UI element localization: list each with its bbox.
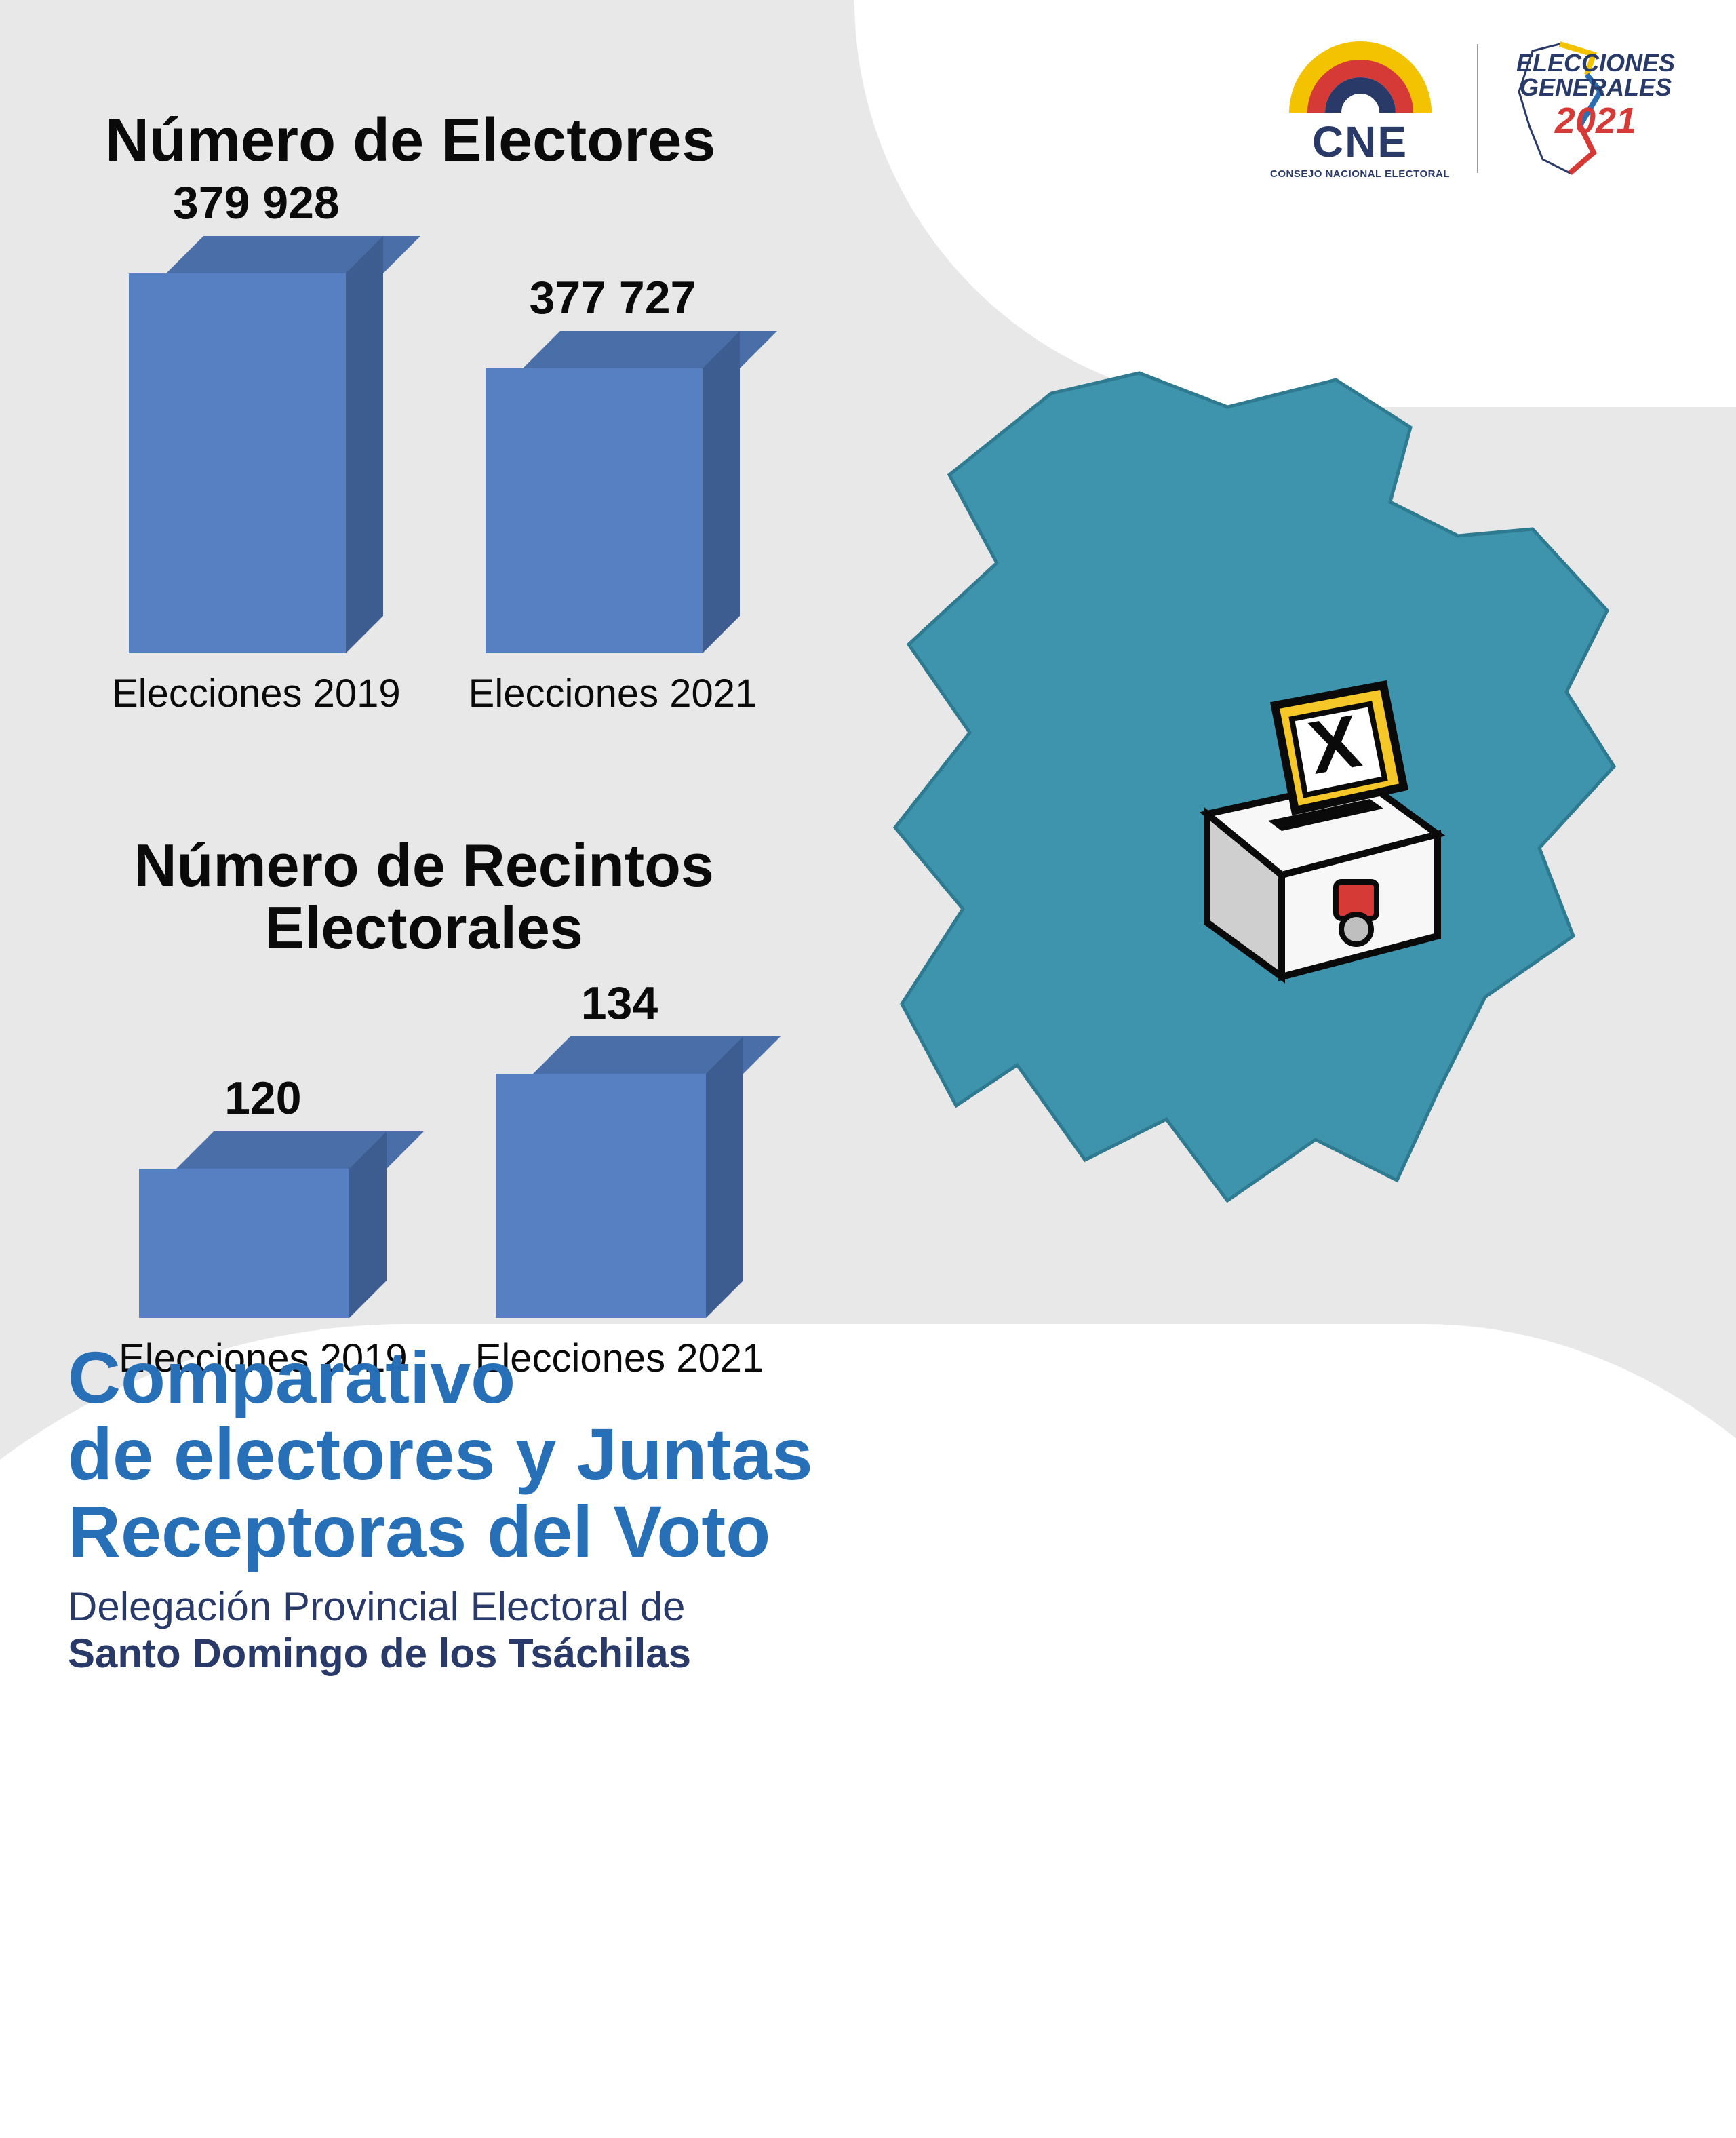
elecciones-logo-line1: ELECCIONES — [1516, 51, 1675, 75]
ballot-box-icon: X — [1166, 678, 1478, 990]
elecciones-logo: ELECCIONES GENERALES 2021 — [1505, 37, 1682, 180]
chart2: 120 Elecciones 2019 134 Elecciones 2021 — [119, 977, 764, 1381]
chart1-title: Número de Electores — [105, 109, 715, 173]
header-logos: CNE CONSEJO NACIONAL ELECTORAL ELECCIONE… — [1270, 37, 1682, 180]
chart2-bar-0: 120 Elecciones 2019 — [119, 1072, 408, 1381]
footer-title-line1: Comparativo — [68, 1336, 515, 1418]
chart1: 379 928 Elecciones 2019 377 727 Eleccion… — [112, 176, 757, 716]
chart1-bar3d-1 — [486, 331, 740, 653]
chart2-bar3d-0 — [139, 1131, 387, 1318]
chart2-value-0: 120 — [224, 1072, 301, 1125]
footer-title-line2: de electores y Juntas — [68, 1413, 813, 1495]
elecciones-logo-year: 2021 — [1516, 100, 1675, 142]
footer-title: Comparativo de electores y Juntas Recept… — [68, 1339, 813, 1570]
chart1-bar-1: 377 727 Elecciones 2021 — [469, 271, 757, 716]
chart1-label-1: Elecciones 2021 — [469, 671, 757, 716]
chart2-value-1: 134 — [581, 977, 658, 1030]
chart2-bar3d-1 — [496, 1036, 743, 1318]
cne-arcs-icon — [1286, 38, 1435, 113]
chart2-title: Número de Recintos Electorales — [119, 834, 729, 960]
elecciones-logo-line2: GENERALES — [1516, 75, 1675, 100]
cne-logo-subtitle: CONSEJO NACIONAL ELECTORAL — [1270, 168, 1450, 180]
chart1-value-1: 377 727 — [530, 271, 696, 324]
footer-block: Comparativo de electores y Juntas Recept… — [68, 1339, 813, 1677]
chart1-label-0: Elecciones 2019 — [112, 671, 401, 716]
chart2-bar-1: 134 Elecciones 2021 — [475, 977, 764, 1381]
cne-logo-text: CNE — [1270, 117, 1450, 167]
footer-title-line3: Receptoras del Voto — [68, 1490, 770, 1572]
chart1-value-0: 379 928 — [173, 176, 340, 229]
chart1-bar-0: 379 928 Elecciones 2019 — [112, 176, 401, 716]
footer-province: Santo Domingo de los Tsáchilas — [68, 1630, 813, 1677]
logo-divider — [1477, 44, 1478, 173]
chart1-bar3d-0 — [129, 236, 383, 653]
footer-subline: Delegación Provincial Electoral de — [68, 1583, 813, 1630]
cne-logo: CNE CONSEJO NACIONAL ELECTORAL — [1270, 38, 1450, 180]
